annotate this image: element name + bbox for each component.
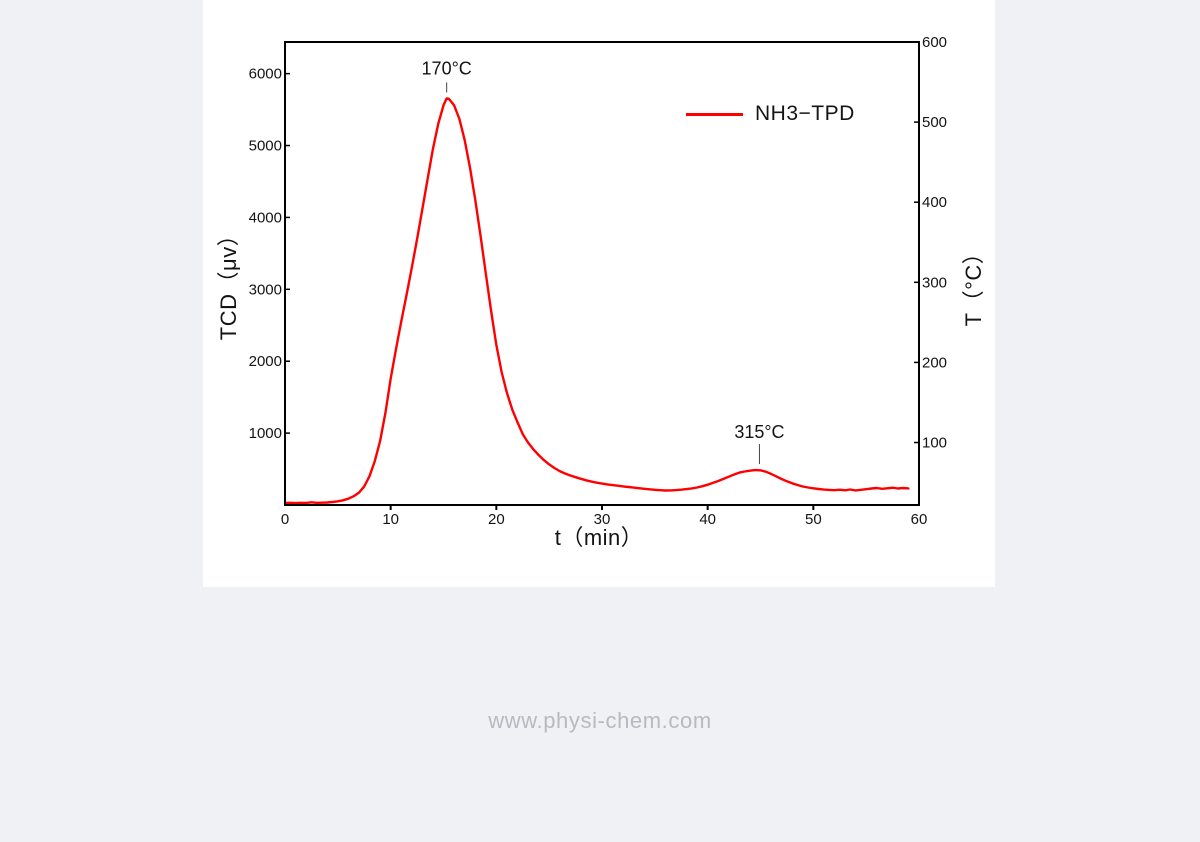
y-left-tick-label: 1000: [249, 425, 282, 442]
y-right-tick-label: 300: [922, 274, 947, 291]
plot-border: [284, 41, 920, 506]
nh3-tpd-chart: 0 10 20 30 40 50 60 1000 2000 3000 4000 5000 6000 100…: [249, 34, 947, 528]
y-left-tick-label: 4000: [249, 209, 282, 226]
y-left-tick-label: 2000: [249, 353, 282, 370]
x-tick-label: 20: [488, 511, 505, 528]
legend-label: NH3−TPD: [755, 102, 855, 125]
x-tick-label: 40: [699, 511, 716, 528]
y-left-tick-label: 5000: [249, 138, 282, 155]
x-tick-label: 10: [382, 511, 399, 528]
y-left-tick-label: 3000: [249, 281, 282, 298]
right-axis-title: T（°C）: [961, 241, 986, 327]
y-right-tick-label: 400: [922, 194, 947, 211]
x-tick-label: 30: [594, 511, 611, 528]
y-right-tick-label: 500: [922, 114, 947, 131]
left-axis-title: TCD（μv）: [216, 223, 241, 341]
x-tick-label: 60: [911, 511, 928, 528]
y-right-tick-label: 100: [922, 435, 947, 452]
y-right-tick-label: 200: [922, 354, 947, 371]
legend-line-sample: [686, 112, 743, 116]
chart-panel: 0 10 20 30 40 50 60 1000 2000 3000 4000 5000 6000 100…: [203, 0, 995, 587]
y-left-tick-label: 6000: [249, 66, 282, 83]
x-tick-label: 50: [805, 511, 822, 528]
y-right-tick-label: 600: [922, 34, 947, 51]
legend: NH3−TPD: [686, 102, 855, 126]
peak-annotation: 170°C: [422, 58, 472, 78]
watermark: www.physi-chem.com: [488, 708, 712, 733]
peak-annotation: 315°C: [734, 422, 784, 442]
x-tick-label: 0: [281, 511, 289, 528]
x-axis-title: t（min）: [554, 525, 644, 550]
tpd-curve: [283, 97, 910, 505]
